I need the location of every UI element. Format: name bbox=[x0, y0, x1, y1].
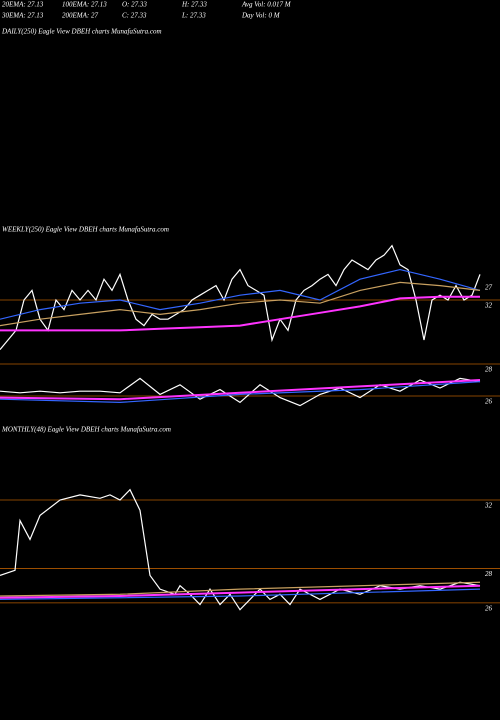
header-stat: Avg Vol: 0.017 M bbox=[241, 1, 292, 9]
series-line bbox=[0, 268, 481, 320]
series-line bbox=[0, 281, 481, 327]
series-line bbox=[0, 581, 481, 597]
header-stat: 200EMA: 27 bbox=[62, 12, 98, 20]
series-line bbox=[0, 381, 481, 404]
y-tick-label: 28 bbox=[485, 366, 493, 374]
header-stat: H: 27.33 bbox=[181, 1, 207, 9]
series-line bbox=[0, 377, 481, 407]
last-price-label: 27 bbox=[485, 284, 493, 292]
header-stat: O: 27.33 bbox=[122, 1, 147, 9]
panel-title: DAILY(250) Eagle View DBEH charts Munafa… bbox=[1, 28, 162, 36]
y-tick-label: 26 bbox=[485, 604, 493, 612]
y-tick-label: 26 bbox=[485, 398, 493, 406]
series-line bbox=[0, 584, 481, 599]
header-stat: 20EMA: 27.13 bbox=[2, 1, 44, 9]
header-stat: Day Vol: 0 M bbox=[241, 12, 281, 20]
header-stat: 30EMA: 27.13 bbox=[1, 12, 44, 20]
y-tick-label: 32 bbox=[484, 502, 493, 510]
series-line bbox=[0, 295, 480, 332]
panel-title: MONTHLY(48) Eagle View DBEH charts Munaf… bbox=[1, 426, 171, 434]
y-tick-label: 32 bbox=[484, 302, 493, 310]
header-stat: C: 27.33 bbox=[122, 12, 147, 20]
series-line bbox=[0, 244, 481, 350]
series-line bbox=[0, 488, 481, 611]
series-line bbox=[0, 379, 481, 401]
header-stat: L: 27.33 bbox=[181, 12, 206, 20]
panel-title: WEEKLY(250) Eagle View DBEH charts Munaf… bbox=[2, 226, 169, 234]
series-line bbox=[0, 588, 481, 601]
y-tick-label: 28 bbox=[485, 570, 493, 578]
header-stat: 100EMA: 27.13 bbox=[62, 1, 107, 9]
